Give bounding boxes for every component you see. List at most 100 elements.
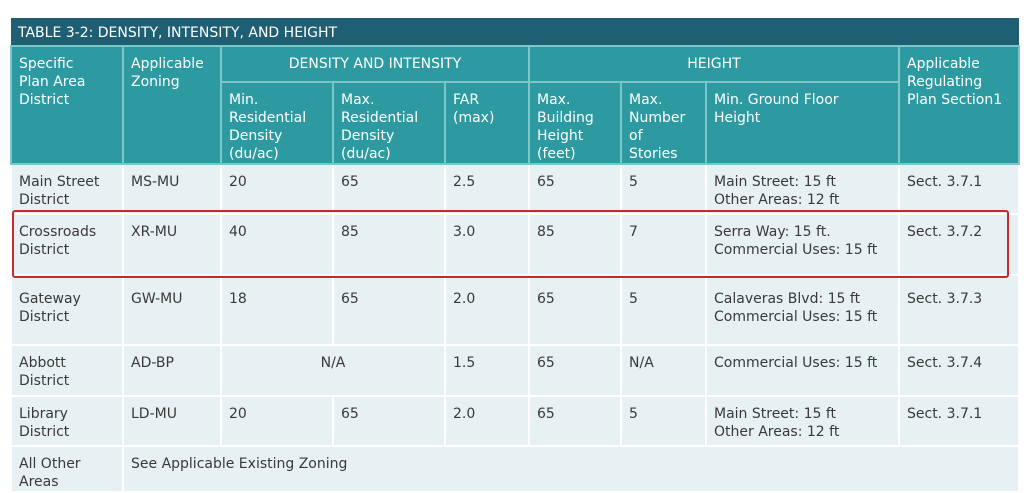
table-cell: 85 [528, 213, 622, 276]
cell-line: of [629, 128, 643, 144]
table-cell: 20 [220, 395, 334, 447]
table-cell: 65 [528, 274, 622, 346]
cell-line: Max. [537, 92, 571, 108]
cell-line: District [19, 424, 70, 440]
cell-line: Commercial Uses: 15 ft [714, 242, 878, 258]
table-cell: Library District [10, 395, 124, 447]
table-cell: GW-MU [122, 274, 222, 346]
table-cell: Serra Way: 15 ft. Commercial Uses: 15 ft [705, 213, 900, 276]
table-cell: Crossroads District [10, 213, 124, 276]
subheader-row: Min. Residential Density (du/ac) Max. Residen… [11, 81, 1019, 165]
table-title: TABLE 3-2: DENSITY, INTENSITY, AND HEIGH… [11, 18, 1020, 46]
header-cell: Applicable Regulating Plan Section1 [897, 45, 1021, 165]
subheader-cell: Max. Number of Stories [620, 81, 707, 165]
cell-line: Height [714, 110, 761, 126]
cell-line: Number [629, 110, 686, 126]
cell-line: Plan Section1 [907, 92, 1003, 108]
cell-line: District [19, 242, 70, 258]
cell-line: Library [19, 406, 68, 422]
table-cell: Sect. 3.7.4 [897, 344, 1021, 397]
table-cell: 65 [332, 274, 446, 346]
subheader-cell: Max. Building Height (feet) [528, 81, 622, 165]
table-cell: N/A [620, 344, 707, 397]
table-cell: Main Street: 15 ft Other Areas: 12 ft [705, 163, 900, 215]
cell-line: Areas [19, 474, 59, 490]
table-row: Gateway District GW-MU 18 65 2.0 65 5 Calaveras … [10, 274, 1021, 346]
cell-line: Specific [19, 56, 74, 72]
table-cell: Sect. 3.7.1 [897, 163, 1021, 215]
table-row: Library District LD-MU 20 65 2.0 65 5 Main Stree… [10, 395, 1021, 447]
cell-line: Abbott [19, 355, 66, 371]
table-cell: Sect. 3.7.2 [897, 213, 1021, 276]
cell-line: Commercial Uses: 15 ft [714, 309, 878, 325]
table-cell: 3.0 [444, 213, 530, 276]
table-cell: 2.5 [444, 163, 530, 215]
header-cell: Applicable Zoning [122, 45, 222, 165]
table: TABLE 3-2: DENSITY, INTENSITY, AND HEIGH… [10, 18, 1021, 493]
cell-line: Other Areas: 12 ft [714, 424, 840, 440]
cell-line: Min. [229, 92, 259, 108]
table-cell: Sect. 3.7.1 [897, 395, 1021, 447]
subheader-cell: Min. Residential Density (du/ac) [220, 81, 334, 165]
table-cell: Abbott District [10, 344, 124, 397]
cell-line: Main Street: 15 ft [714, 174, 837, 190]
cell-line: Min. Ground Floor [714, 92, 839, 108]
table-cell: 65 [528, 163, 622, 215]
table-cell: 65 [528, 344, 622, 397]
cell-line: Crossroads [19, 224, 97, 240]
table-cell: Main Street District [10, 163, 124, 215]
table-cell: MS-MU [122, 163, 222, 215]
cell-line: All Other [19, 456, 81, 472]
table-cell: Gateway District [10, 274, 124, 346]
table-cell: Sect. 3.7.3 [897, 274, 1021, 346]
group-header: DENSITY AND INTENSITY [220, 45, 530, 83]
subheader-cell: FAR (max) [444, 81, 530, 165]
table-cell: 2.0 [444, 395, 530, 447]
cell-line: District [19, 309, 70, 325]
cell-line: Height [537, 128, 584, 144]
cell-line: Density [341, 128, 395, 144]
cell-line: FAR [453, 92, 480, 108]
cell-line: District [19, 373, 70, 389]
table-cell: N/A [220, 344, 446, 397]
table-cell: AD-BP [122, 344, 222, 397]
table-cell: Main Street: 15 ft Other Areas: 12 ft [705, 395, 900, 447]
table-row: Crossroads District XR-MU 40 85 3.0 85 7 Serra W… [10, 213, 1021, 276]
cell-line: Max. [341, 92, 375, 108]
subheader-cell: Max. Residential Density (du/ac) [332, 81, 446, 165]
table-cell: 40 [220, 213, 334, 276]
table-cell: 65 [528, 395, 622, 447]
table-row: Abbott District AD-BP N/A 1.5 65 N/A Commercial… [10, 344, 1021, 397]
table-container: TABLE 3-2: DENSITY, INTENSITY, AND HEIGH… [10, 18, 1021, 493]
table-row: Main Street District MS-MU 20 65 2.5 65 5 Main S… [10, 163, 1021, 215]
table-cell: XR-MU [122, 213, 222, 276]
table-cell: 5 [620, 395, 707, 447]
table-cell: Calaveras Blvd: 15 ft Commercial Uses: 15… [705, 274, 900, 346]
header-cell: Specific Plan Area District [10, 45, 124, 165]
table-cell: See Applicable Existing Zoning [121, 445, 1021, 493]
cell-line: Regulating [907, 74, 983, 90]
table-row: All Other Areas See Applicable Existing Zo… [10, 445, 1021, 493]
table-cell: 20 [220, 163, 334, 215]
cell-line: Density [229, 128, 283, 144]
cell-line: Plan Area [19, 74, 86, 90]
table-cell: Commercial Uses: 15 ft [705, 344, 900, 397]
table-cell: 1.5 [444, 344, 530, 397]
table-cell: 18 [220, 274, 334, 346]
cell-line: Stories [629, 146, 678, 162]
table-cell: LD-MU [122, 395, 222, 447]
cell-line: Applicable [131, 56, 204, 72]
cell-line: Other Areas: 12 ft [714, 192, 840, 208]
table-cell: 65 [332, 163, 446, 215]
table-cell: 7 [620, 213, 707, 276]
group-header: HEIGHT [528, 45, 900, 83]
cell-line: (du/ac) [229, 146, 279, 162]
cell-line: Calaveras Blvd: 15 ft [714, 291, 861, 307]
cell-line: Max. [629, 92, 663, 108]
cell-line: (feet) [537, 146, 576, 162]
table-cell: 2.0 [444, 274, 530, 346]
cell-line: Residential [229, 110, 307, 126]
table-cell: 85 [332, 213, 446, 276]
table-body: TABLE 3-2: DENSITY, INTENSITY, AND HEIGH… [10, 18, 1021, 493]
